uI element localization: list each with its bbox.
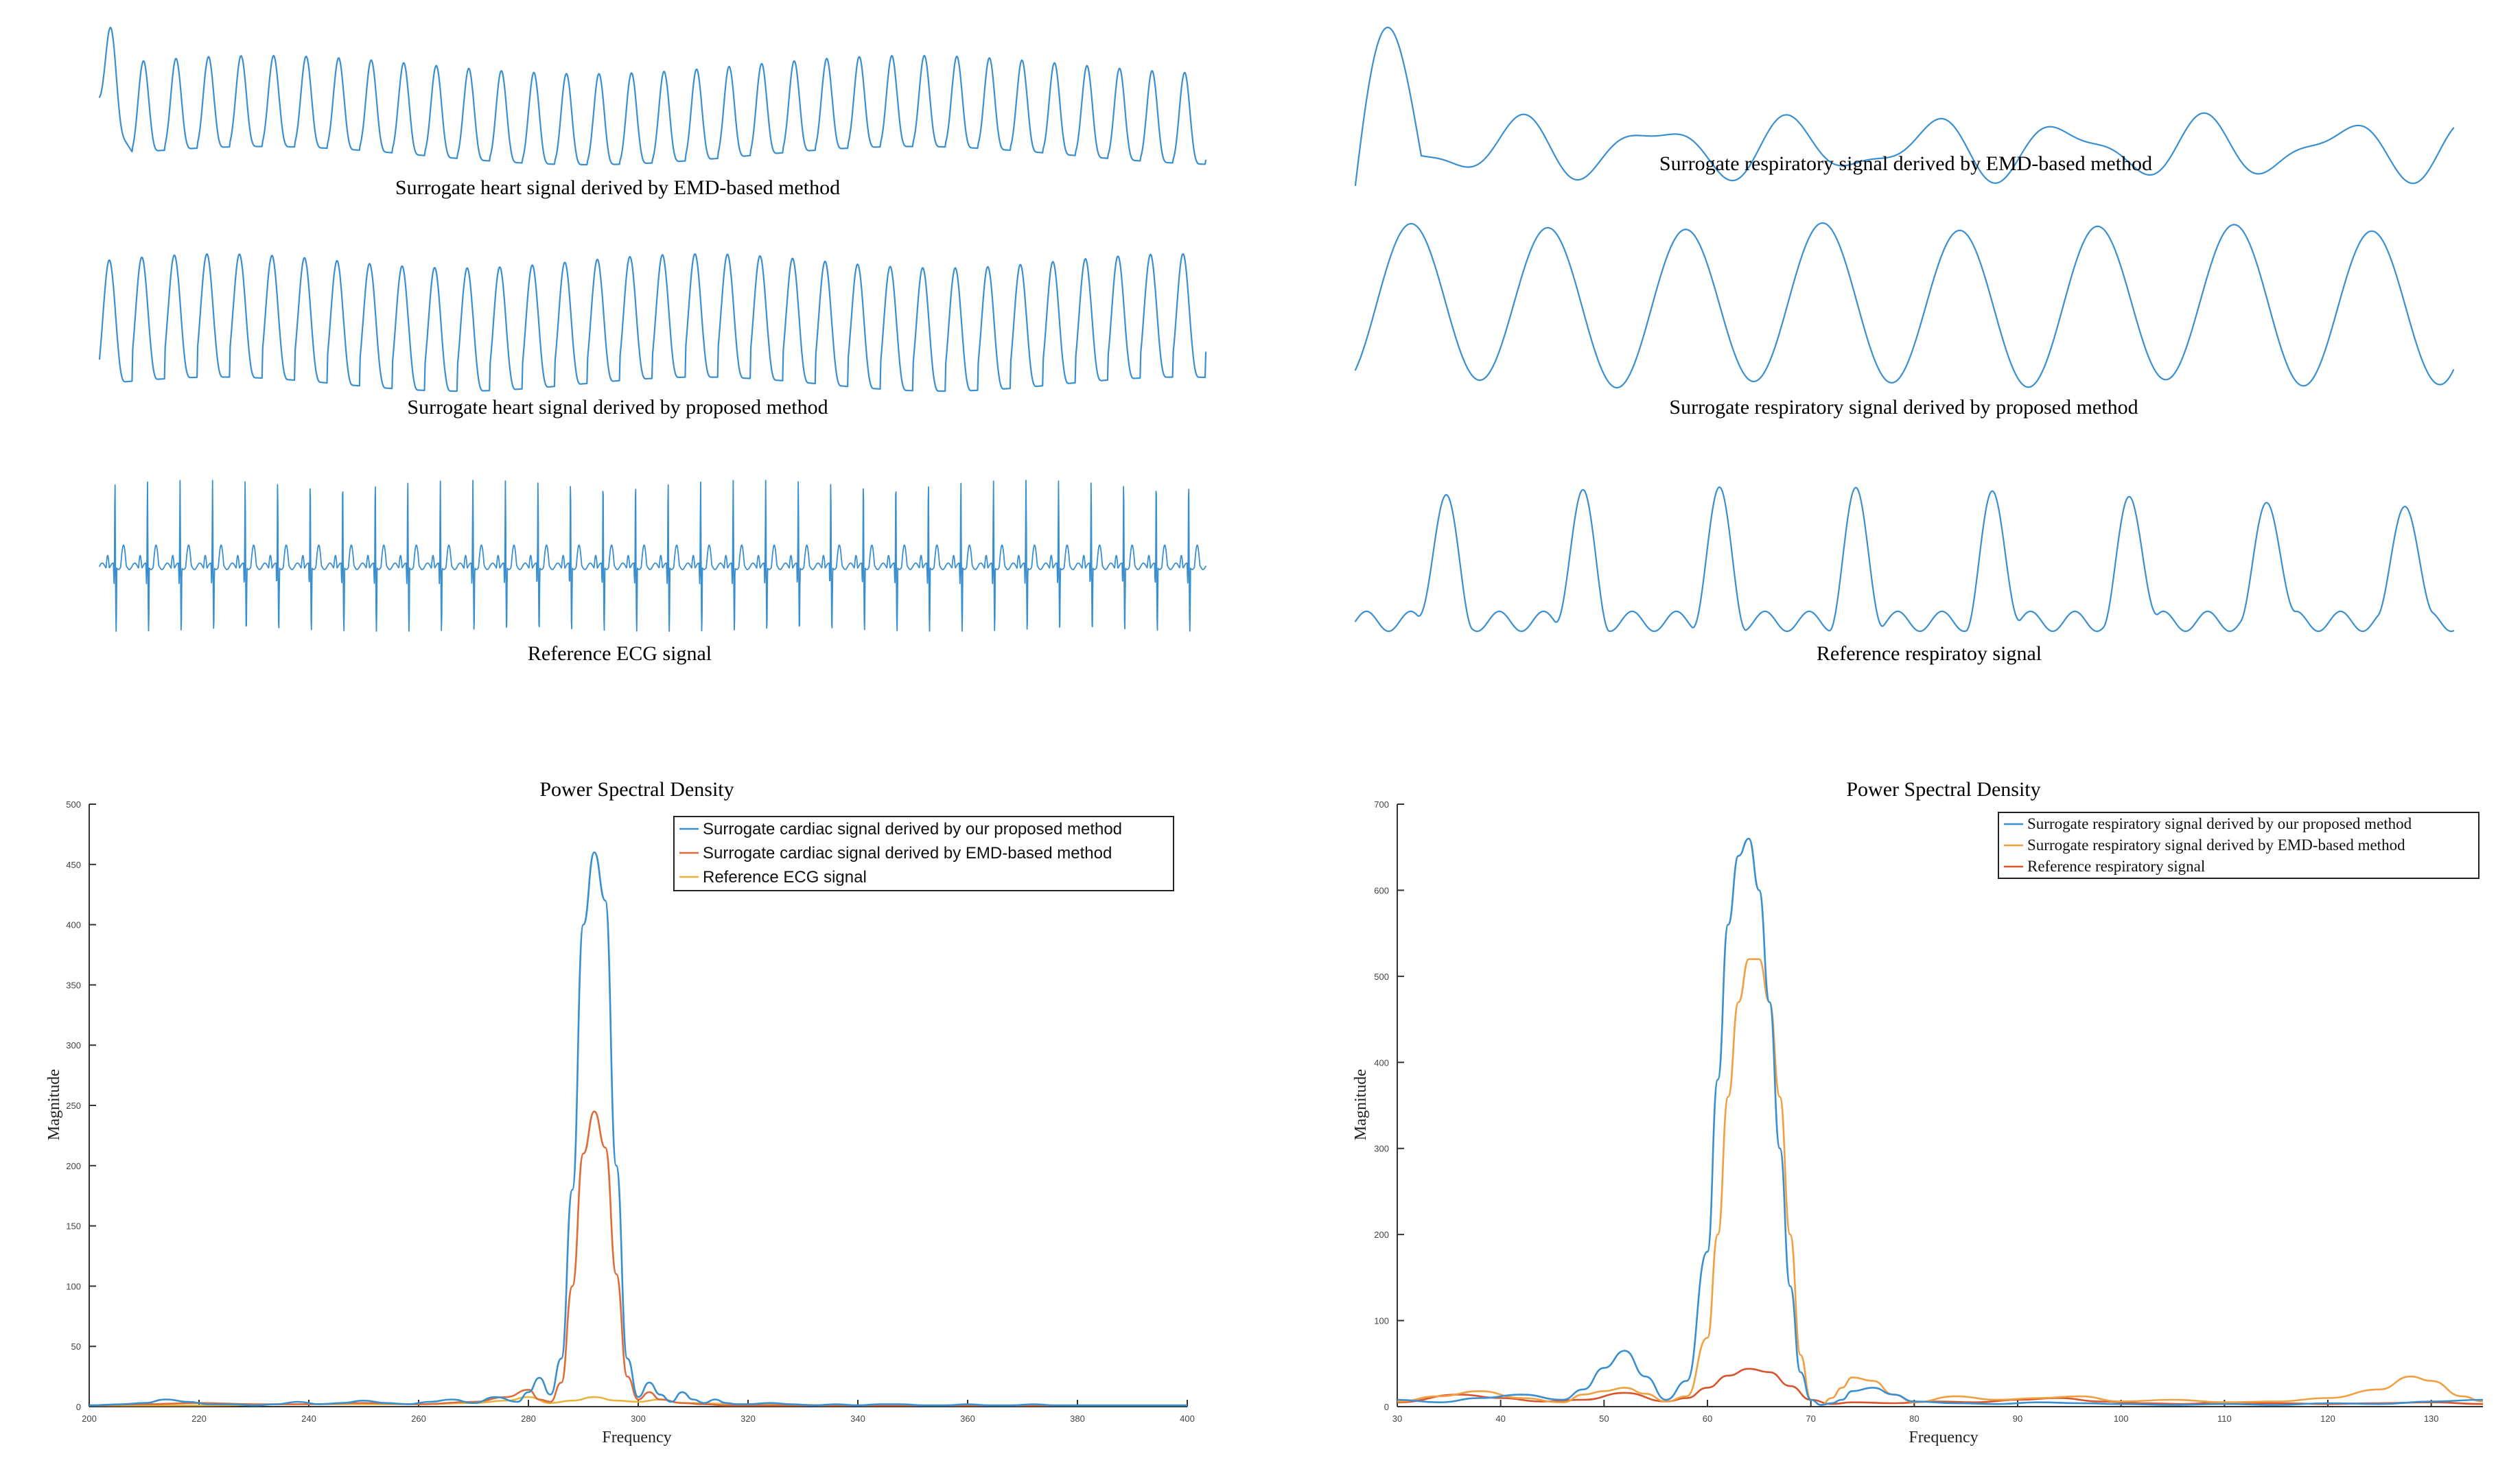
psd-respiratory-ylabel: Magnitude — [1352, 1069, 1370, 1140]
psd-respiratory-xlabel: Frequency — [1909, 1429, 1978, 1446]
panel-ecg: Reference ECG signal — [99, 480, 1206, 665]
legend-label-cardiac-proposed: Surrogate cardiac signal derived by our … — [703, 820, 1122, 838]
psd-cardiac-series — [89, 851, 1187, 1407]
psd-cardiac-xticks: 200 220 240 260 280 300 320 340 360 380 400 — [82, 1400, 1195, 1424]
x-tick-label: 40 — [1495, 1414, 1505, 1424]
x-tick-label: 70 — [1806, 1414, 1815, 1424]
legend-label-resp-proposed: Surrogate respiratory signal derived by … — [2027, 815, 2412, 832]
y-tick-label: 350 — [66, 980, 81, 990]
y-tick-label: 700 — [1374, 799, 1389, 810]
caption-resp-ref: Reference respiratoy signal — [1817, 642, 2042, 665]
panel-heart-emd: Surrogate heart signal derived by EMD-ba… — [98, 26, 1207, 199]
y-tick-label: 300 — [1374, 1144, 1389, 1154]
x-tick-label: 280 — [521, 1414, 536, 1424]
y-tick-label: 300 — [66, 1040, 81, 1051]
y-tick-label: 450 — [66, 860, 81, 870]
legend-label-resp-emd: Surrogate respiratory signal derived by … — [2027, 836, 2405, 854]
y-tick-label: 400 — [66, 920, 81, 930]
heart-emd-trace — [98, 26, 1207, 166]
series-line — [89, 851, 1187, 1407]
y-tick-label: 50 — [71, 1341, 81, 1352]
x-tick-label: 50 — [1599, 1414, 1609, 1424]
y-tick-label: 150 — [66, 1221, 81, 1232]
y-tick-label: 250 — [66, 1101, 81, 1111]
y-tick-label: 500 — [1374, 972, 1389, 982]
ecg-trace — [99, 480, 1206, 632]
panel-resp-proposed: Surrogate respiratory signal derived by … — [1354, 222, 2455, 419]
psd-respiratory-yticks: 0 100 200 300 400 500 600 700 — [1374, 799, 1404, 1412]
caption-heart-emd: Surrogate heart signal derived by EMD-ba… — [395, 176, 840, 199]
caption-resp-proposed: Surrogate respiratory signal derived by … — [1669, 396, 2138, 419]
resp-emd-trace — [1354, 26, 2455, 187]
x-tick-label: 220 — [191, 1414, 207, 1424]
x-tick-label: 80 — [1909, 1414, 1919, 1424]
y-tick-label: 200 — [66, 1161, 81, 1171]
x-tick-label: 30 — [1392, 1414, 1402, 1424]
x-tick-label: 130 — [2424, 1414, 2439, 1424]
x-tick-label: 100 — [2114, 1414, 2129, 1424]
psd-cardiac-legend: Surrogate cardiac signal derived by our … — [673, 816, 1174, 891]
x-tick-label: 380 — [1070, 1414, 1085, 1424]
heart-proposed-trace — [98, 253, 1207, 392]
x-tick-label: 120 — [2320, 1414, 2335, 1424]
y-tick-label: 200 — [1374, 1230, 1389, 1240]
x-tick-label: 260 — [411, 1414, 426, 1424]
x-tick-label: 240 — [301, 1414, 316, 1424]
y-tick-label: 100 — [66, 1281, 81, 1291]
y-tick-label: 600 — [1374, 885, 1389, 895]
y-tick-label: 100 — [1374, 1316, 1389, 1326]
psd-respiratory-series — [1397, 837, 2484, 1406]
x-tick-label: 90 — [2013, 1414, 2022, 1424]
panel-heart-proposed: Surrogate heart signal derived by propos… — [98, 253, 1207, 419]
psd-cardiac-xlabel: Frequency — [602, 1429, 671, 1446]
x-tick-label: 320 — [740, 1414, 756, 1424]
legend-label-resp-ref: Reference respiratory signal — [2027, 858, 2205, 875]
caption-heart-proposed: Surrogate heart signal derived by propos… — [407, 396, 828, 419]
psd-cardiac-legend-box — [673, 816, 1174, 891]
y-tick-label: 0 — [1384, 1402, 1389, 1412]
psd-respiratory-chart: Power Spectral Density 30 40 50 60 70 80 90 100… — [1352, 778, 2484, 1446]
series-line — [1397, 958, 2484, 1406]
series-line — [1397, 837, 2484, 1406]
x-tick-label: 400 — [1180, 1414, 1195, 1424]
psd-cardiac-title: Power Spectral Density — [539, 778, 734, 801]
psd-respiratory-xticks: 30 40 50 60 70 80 90 100 110 120 130 — [1392, 1400, 2439, 1424]
panel-resp-ref: Reference respiratoy signal — [1354, 486, 2455, 665]
y-tick-label: 400 — [1374, 1057, 1389, 1068]
psd-respiratory-title: Power Spectral Density — [1846, 778, 2040, 801]
psd-respiratory-legend-box — [1998, 812, 2480, 879]
x-tick-label: 110 — [2217, 1414, 2232, 1424]
resp-proposed-trace — [1354, 222, 2455, 389]
x-tick-label: 300 — [631, 1414, 646, 1424]
x-tick-label: 60 — [1703, 1414, 1712, 1424]
x-tick-label: 200 — [82, 1414, 97, 1424]
caption-resp-emd: Surrogate respiratory signal derived by … — [1659, 152, 2152, 175]
legend-label-ecg: Reference ECG signal — [703, 868, 867, 887]
psd-cardiac-chart: Power Spectral Density 200 220 240 260 280 30… — [45, 778, 1195, 1446]
y-tick-label: 500 — [66, 799, 81, 810]
psd-cardiac-ylabel: Magnitude — [45, 1069, 63, 1140]
y-tick-label: 0 — [76, 1402, 81, 1412]
caption-ecg: Reference ECG signal — [528, 642, 712, 665]
x-tick-label: 340 — [850, 1414, 865, 1424]
resp-ref-trace — [1354, 486, 2455, 633]
psd-respiratory-legend: Surrogate respiratory signal derived by … — [1998, 812, 2480, 879]
legend-label-cardiac-emd: Surrogate cardiac signal derived by EMD-… — [703, 844, 1112, 863]
x-tick-label: 360 — [960, 1414, 975, 1424]
panel-resp-emd: Surrogate respiratory signal derived by … — [1354, 26, 2455, 187]
psd-cardiac-yticks: 0 50 100 150 200 250 300 350 400 450 500 — [66, 799, 96, 1412]
